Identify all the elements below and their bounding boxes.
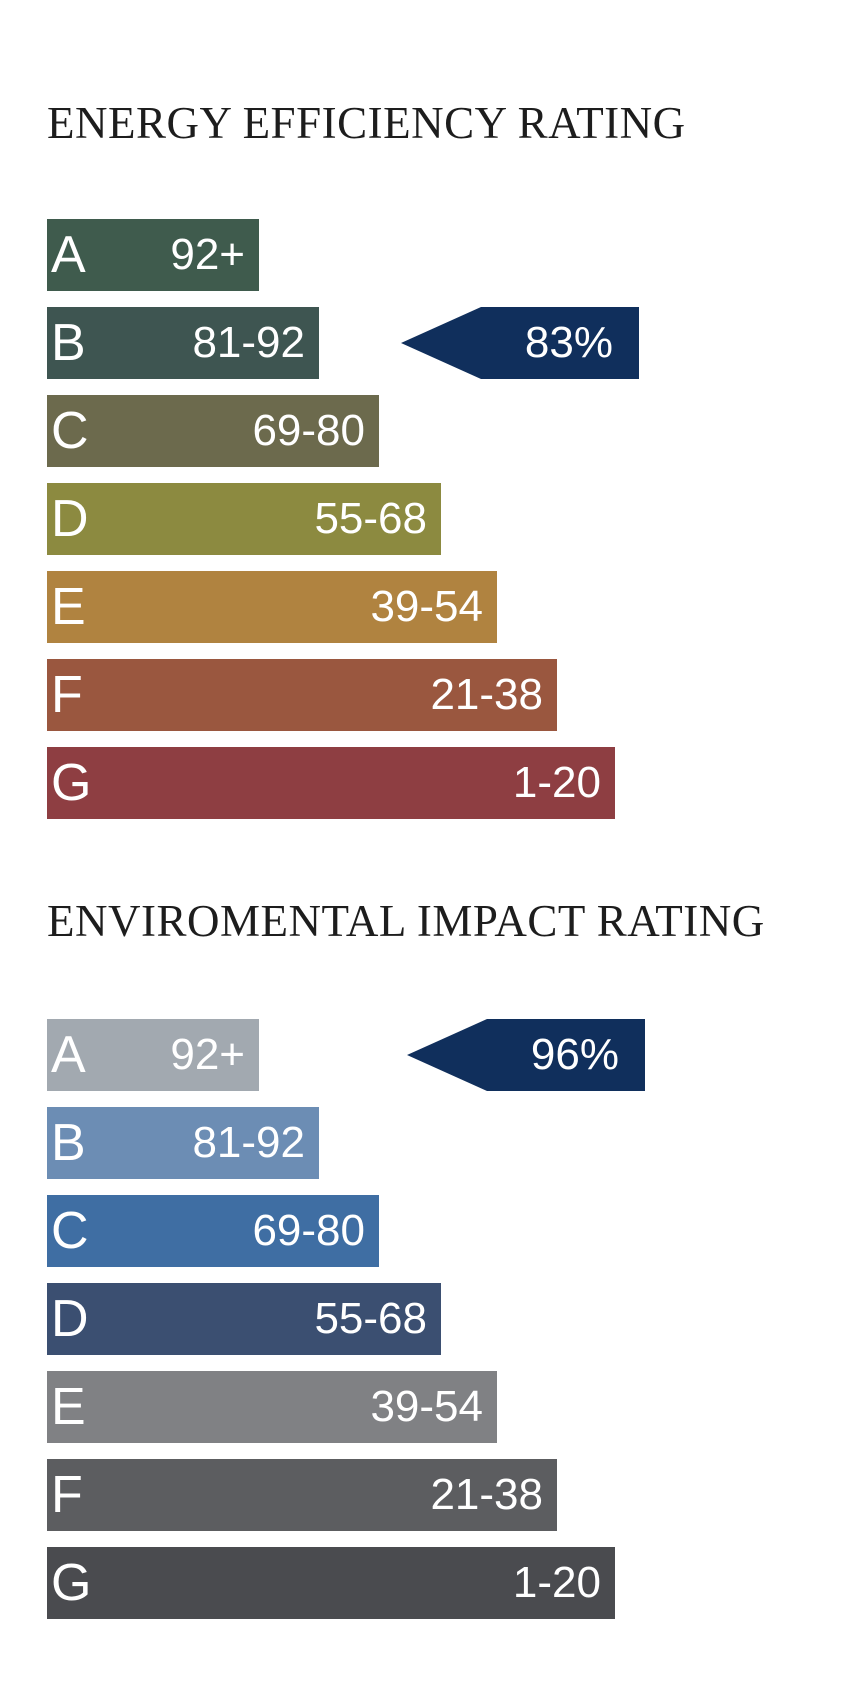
band-letter: G: [51, 754, 92, 812]
current-rating-value: 96%: [530, 1030, 619, 1079]
band-letter: G: [51, 1554, 92, 1612]
band-letter: F: [51, 666, 83, 724]
energy-efficiency-band-e: E 39-54: [47, 571, 497, 643]
energy-efficiency-band-a: A 92+: [47, 219, 259, 291]
band-range: 92+: [170, 1030, 245, 1079]
pointer-arrow-shape: [401, 307, 639, 379]
energy-efficiency-current-rating-pointer: 83%: [401, 307, 639, 379]
band-range: 81-92: [192, 1118, 305, 1167]
current-rating-value: 83%: [524, 318, 613, 367]
band-letter: E: [51, 578, 86, 636]
environmental-impact-band-e: E 39-54: [47, 1371, 497, 1443]
band-range: 81-92: [192, 318, 305, 367]
band-range: 1-20: [512, 1558, 601, 1607]
band-range: 39-54: [370, 1382, 483, 1431]
pointer-arrow: [401, 307, 639, 379]
environmental-impact-title: ENVIROMENTAL IMPACT RATING: [47, 896, 765, 946]
energy-efficiency-section: ENERGY EFFICIENCY RATING A 92+ B 81-92 C 69-8…: [47, 95, 807, 835]
band-range: 21-38: [430, 1470, 543, 1519]
band-letter: C: [51, 1202, 89, 1260]
band-letter: E: [51, 1378, 86, 1436]
energy-efficiency-band-f: F 21-38: [47, 659, 557, 731]
band-letter: A: [51, 1026, 86, 1084]
environmental-impact-band-f: F 21-38: [47, 1459, 557, 1531]
environmental-impact-section: ENVIROMENTAL IMPACT RATING A 92+ B 81-92 C 69…: [47, 893, 807, 1635]
band-range: 92+: [170, 230, 245, 279]
environmental-impact-band-b: B 81-92: [47, 1107, 319, 1179]
energy-efficiency-title: ENERGY EFFICIENCY RATING: [47, 98, 686, 148]
band-letter: A: [51, 226, 86, 284]
energy-efficiency-band-d: D 55-68: [47, 483, 441, 555]
pointer-arrow: [407, 1019, 645, 1091]
environmental-impact-band-g: G 1-20: [47, 1547, 615, 1619]
band-letter: D: [51, 1290, 89, 1348]
pointer-arrow-shape: [407, 1019, 645, 1091]
band-letter: B: [51, 1114, 86, 1172]
band-letter: D: [51, 490, 89, 548]
band-letter: C: [51, 402, 89, 460]
band-letter: F: [51, 1466, 83, 1524]
band-range: 1-20: [512, 758, 601, 807]
environmental-impact-band-d: D 55-68: [47, 1283, 441, 1355]
energy-efficiency-band-g: G 1-20: [47, 747, 615, 819]
band-range: 55-68: [314, 494, 427, 543]
environmental-impact-current-rating-pointer: 96%: [407, 1019, 645, 1091]
environmental-impact-band-a: A 92+: [47, 1019, 259, 1091]
band-range: 21-38: [430, 670, 543, 719]
band-range: 69-80: [252, 406, 365, 455]
energy-efficiency-band-c: C 69-80: [47, 395, 379, 467]
band-range: 39-54: [370, 582, 483, 631]
environmental-impact-bands: A 92+ B 81-92 C 69-80 D 55-68 E 39-54 F 21-38 G 1-20 9…: [47, 1019, 807, 1619]
environmental-impact-band-c: C 69-80: [47, 1195, 379, 1267]
band-range: 55-68: [314, 1294, 427, 1343]
band-letter: B: [51, 314, 86, 372]
energy-efficiency-bands: A 92+ B 81-92 C 69-80 D 55-68 E 39-54 F 21-38 G 1-20 8…: [47, 219, 807, 819]
band-range: 69-80: [252, 1206, 365, 1255]
energy-efficiency-band-b: B 81-92: [47, 307, 319, 379]
